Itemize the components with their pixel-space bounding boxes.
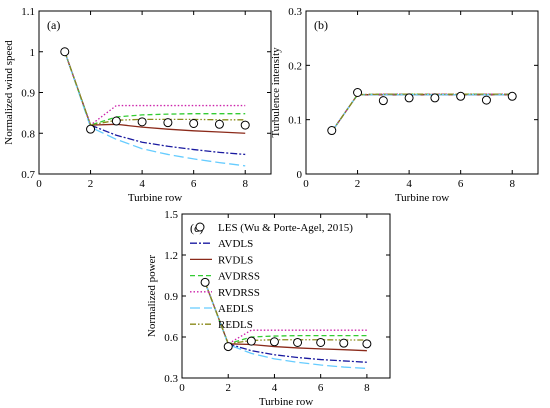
x-tick-label: 6 [318, 382, 324, 394]
les-marker [293, 337, 303, 347]
les-marker [246, 336, 256, 346]
y-tick-label: 0.9 [21, 88, 35, 100]
series-line-rvdrss [204, 282, 367, 345]
les-marker [189, 118, 199, 128]
les-marker [60, 47, 70, 57]
x-axis-label: Turbine row [395, 192, 449, 204]
panel-a: 0 2 4 6 8 0.7 0.8 0.9 1 1.1 Turbine row Normalized … [3, 6, 272, 204]
y-axis-label: Normalized power [146, 255, 158, 337]
x-tick-label: 8 [509, 178, 515, 190]
x-tick-label: 6 [458, 178, 464, 190]
y-axis-label: Normalized wind speed [3, 40, 15, 145]
les-marker [86, 124, 96, 134]
legend-swatch-marker [195, 222, 205, 232]
panel-b: 0 2 4 6 8 0 0.1 0.2 0.3 Turbine row Turbulence int… [270, 6, 539, 204]
legend-label: AVDRSS [218, 271, 260, 283]
y-tick-label: 1.2 [164, 250, 178, 262]
legend: LES (Wu & Porte-Agel, 2015) AVDLS RVDLS AVD… [190, 222, 353, 331]
les-marker [111, 116, 121, 126]
x-axis-label: Turbine row [128, 192, 182, 204]
legend-label: AVDLS [218, 238, 253, 250]
les-marker [214, 119, 224, 129]
les-marker [362, 339, 372, 349]
x-tick-label: 2 [88, 178, 94, 190]
panel-label: (a) [47, 18, 60, 32]
x-tick-label: 0 [36, 178, 42, 190]
series-line-avdrss [204, 282, 367, 345]
les-marker [339, 338, 349, 348]
les-marker [269, 337, 279, 347]
y-tick-label: 0.2 [288, 60, 302, 72]
x-axis-label: Turbine row [259, 396, 313, 408]
y-tick-label: 1 [30, 47, 36, 59]
y-tick-label: 1.5 [164, 209, 178, 221]
y-tick-label: 0.3 [288, 6, 302, 18]
les-marker [353, 88, 363, 97]
y-tick-label: 0.7 [21, 169, 35, 181]
y-tick-label: 0 [297, 169, 303, 181]
x-tick-label: 4 [139, 178, 145, 190]
les-marker [327, 126, 337, 136]
x-tick-label: 6 [191, 178, 197, 190]
les-marker [456, 91, 466, 101]
x-tick-label: 4 [272, 382, 278, 394]
axes-frame [305, 10, 539, 175]
series-line-redls [204, 282, 367, 345]
les-marker [316, 337, 326, 347]
les-marker [240, 120, 250, 130]
legend-label: REDLS [218, 319, 253, 331]
legend-label: AEDLS [218, 303, 253, 315]
panel-label: (b) [314, 18, 328, 32]
x-tick-label: 0 [303, 178, 309, 190]
x-tick-label: 8 [364, 382, 370, 394]
y-axis-label: Turbulence intensity [270, 47, 282, 138]
les-marker [430, 93, 440, 103]
y-tick-label: 0.1 [288, 115, 302, 127]
y-tick-label: 1.1 [21, 6, 35, 18]
y-tick-label: 0.9 [164, 291, 178, 303]
x-tick-label: 2 [225, 382, 231, 394]
axes-frame [181, 213, 391, 379]
x-tick-label: 8 [242, 178, 248, 190]
series-line-avdrss [64, 51, 246, 126]
axes-frame [38, 10, 272, 175]
series-line-rvdrss [64, 51, 246, 127]
legend-label: RVDRSS [218, 287, 260, 299]
x-tick-label: 4 [406, 178, 412, 190]
les-marker [137, 117, 147, 127]
series-line-redls [64, 51, 246, 126]
x-tick-label: 2 [355, 178, 361, 190]
x-tick-label: 0 [179, 382, 185, 394]
les-marker [481, 95, 491, 105]
series-line-avdls [64, 51, 246, 156]
y-tick-label: 0.8 [21, 128, 35, 140]
series-line-redls [331, 93, 513, 132]
les-marker [404, 93, 414, 103]
les-marker [223, 342, 233, 352]
les-marker [507, 91, 517, 101]
y-tick-label: 0.6 [164, 332, 178, 344]
legend-label: RVDLS [218, 254, 253, 266]
series-line-rvdls [64, 51, 246, 134]
panel-c: 0 2 4 6 8 0.3 0.6 0.9 1.2 1.5 Turbine row Normalize… [146, 209, 391, 408]
legend-label: LES (Wu & Porte-Agel, 2015) [218, 222, 353, 234]
les-marker [163, 118, 173, 128]
les-marker [200, 277, 210, 287]
series-line-rvdls [204, 282, 367, 352]
series-line-aedls [64, 51, 246, 167]
les-marker [378, 96, 388, 106]
y-tick-label: 0.3 [164, 373, 178, 385]
